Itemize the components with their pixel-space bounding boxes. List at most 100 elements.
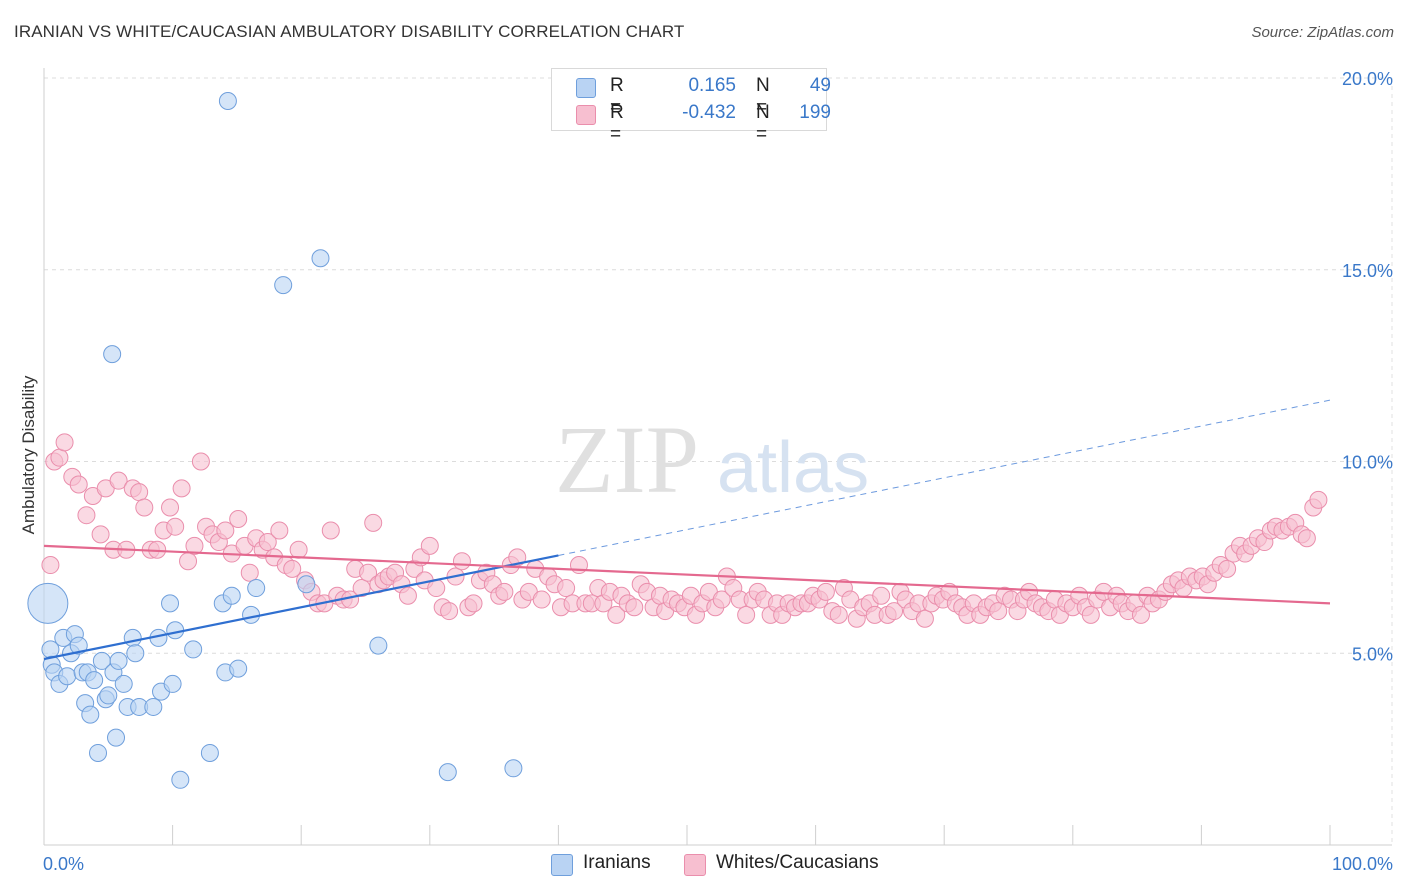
point-white-caucasian: [109, 471, 128, 490]
x-tick-label: 100.0%: [1332, 854, 1393, 874]
point-white-caucasian: [508, 548, 527, 567]
bottom-legend-swatch-blue: [551, 854, 573, 876]
point-iranian: [161, 594, 180, 613]
point-iranian: [107, 728, 126, 747]
point-iranian: [247, 579, 266, 598]
point-iranian: [114, 674, 133, 693]
legend-r-label: R =: [610, 102, 624, 145]
point-white-caucasian: [172, 479, 191, 498]
point-white-caucasian: [216, 521, 235, 540]
tick-labels: 5.0% 10.0% 15.0% 20.0% 0.0% 100.0%: [43, 69, 1393, 874]
point-iranian: [126, 644, 145, 663]
point-iranian: [222, 586, 241, 605]
point-white-caucasian: [91, 525, 110, 544]
y-tick-label: 20.0%: [1342, 69, 1393, 89]
point-white-caucasian: [1131, 605, 1150, 624]
trend-line-iranians: [43, 554, 559, 661]
point-white-caucasian: [989, 602, 1008, 621]
point-white-caucasian: [829, 605, 848, 624]
point-iranian: [274, 276, 293, 295]
point-iranian: [229, 659, 248, 678]
watermark-zip: ZIP: [555, 406, 699, 513]
point-white-caucasian: [179, 552, 198, 571]
point-iranian: [89, 743, 108, 762]
point-iranian: [369, 636, 388, 655]
bottom-legend-label: Whites/Caucasians: [716, 852, 879, 873]
point-white-caucasian: [77, 506, 96, 525]
point-white-caucasian: [352, 579, 371, 598]
chart-title: IRANIAN VS WHITE/CAUCASIAN AMBULATORY DI…: [14, 22, 685, 41]
point-iranian: [109, 651, 128, 670]
point-iranian: [163, 674, 182, 693]
point-white-caucasian: [816, 582, 835, 601]
legend-swatch-pink: [576, 105, 596, 125]
point-white-caucasian: [737, 605, 756, 624]
point-white-caucasian: [420, 536, 439, 555]
series-iranians: [27, 92, 523, 789]
point-white-caucasian: [1309, 490, 1328, 509]
point-white-caucasian: [185, 536, 204, 555]
point-white-caucasian: [229, 510, 248, 529]
legend-r-label: R =: [610, 75, 624, 118]
axes: [43, 68, 1392, 846]
trend-line-whites: [43, 544, 1331, 605]
point-white-caucasian: [1297, 529, 1316, 548]
point-iranian: [27, 582, 69, 624]
point-white-caucasian: [452, 552, 471, 571]
point-iranian: [85, 671, 104, 690]
point-white-caucasian: [283, 559, 302, 578]
point-iranian: [200, 743, 219, 762]
trend-lines: [43, 399, 1331, 661]
point-white-caucasian: [885, 602, 904, 621]
point-white-caucasian: [712, 590, 731, 609]
point-white-caucasian: [1081, 605, 1100, 624]
point-iranian: [438, 763, 457, 782]
y-tick-label: 15.0%: [1342, 261, 1393, 281]
legend-n-value: 199: [799, 102, 831, 123]
point-white-caucasian: [495, 582, 514, 601]
legend-n-value: 49: [809, 75, 831, 96]
source-label: Source: ZipAtlas.com: [1251, 24, 1394, 41]
point-white-caucasian: [289, 540, 308, 559]
point-white-caucasian: [359, 563, 378, 582]
point-white-caucasian: [464, 594, 483, 613]
point-white-caucasian: [191, 452, 210, 471]
point-iranian: [123, 628, 142, 647]
x-tick-label: 0.0%: [43, 854, 84, 874]
point-iranian: [171, 770, 190, 789]
point-iranian: [103, 345, 122, 364]
point-iranian: [311, 249, 330, 268]
point-white-caucasian: [130, 483, 149, 502]
point-white-caucasian: [161, 498, 180, 517]
point-iranian: [166, 621, 185, 640]
legend-swatch-blue: [576, 78, 596, 98]
bottom-legend-swatch-pink: [684, 854, 706, 876]
y-tick-label: 5.0%: [1352, 644, 1393, 664]
point-iranian: [58, 667, 77, 686]
y-tick-label: 10.0%: [1342, 453, 1393, 473]
point-white-caucasian: [607, 605, 626, 624]
point-iranian: [218, 92, 237, 111]
point-iranian: [184, 640, 203, 659]
point-white-caucasian: [364, 513, 383, 532]
point-white-caucasian: [321, 521, 340, 540]
y-axis-label: Ambulatory Disability: [19, 375, 38, 534]
point-white-caucasian: [240, 563, 259, 582]
point-iranian: [504, 759, 523, 778]
point-iranian: [81, 705, 100, 724]
point-white-caucasian: [915, 609, 934, 628]
point-white-caucasian: [55, 433, 74, 452]
point-white-caucasian: [557, 579, 576, 598]
point-white-caucasian: [1218, 559, 1237, 578]
legend-n-label: N =: [756, 75, 770, 118]
point-white-caucasian: [398, 586, 417, 605]
point-white-caucasian: [872, 586, 891, 605]
point-iranian: [144, 697, 163, 716]
point-white-caucasian: [41, 556, 60, 575]
watermark: ZIP atlas: [555, 406, 869, 513]
point-white-caucasian: [625, 598, 644, 617]
point-iranian: [297, 575, 316, 594]
legend: R = 0.165 N = 49 R = -0.432 N = 199: [551, 68, 831, 145]
legend-r-value: -0.432: [682, 102, 736, 123]
